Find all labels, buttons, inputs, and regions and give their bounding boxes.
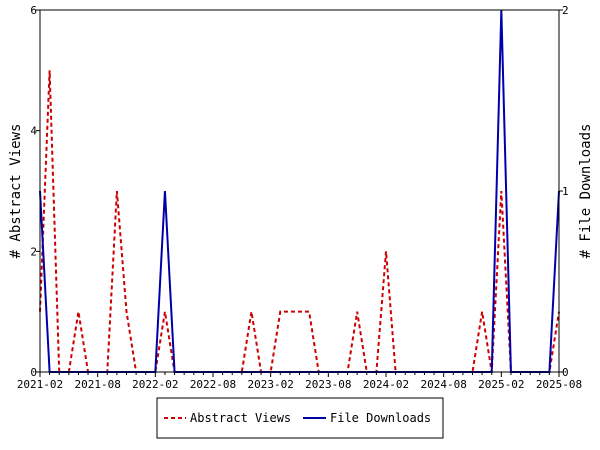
- y-right-tick-label: 1: [562, 185, 569, 198]
- x-tick-label: 2021-02: [17, 378, 63, 391]
- x-tick-label: 2021-08: [74, 378, 120, 391]
- x-tick-label: 2024-08: [420, 378, 466, 391]
- x-tick-label: 2022-02: [132, 378, 178, 391]
- y-right-axis: 0 1 2: [559, 4, 569, 379]
- x-tick-label: 2022-08: [190, 378, 236, 391]
- legend-box: [156, 397, 444, 439]
- y-left-tick-label: 2: [30, 245, 37, 258]
- y-right-axis-title: # File Downloads: [578, 124, 594, 259]
- x-tick-label: 2025-02: [478, 378, 524, 391]
- y-left-tick-label: 6: [30, 4, 37, 17]
- y-left-axis: 0 2 4 6: [30, 4, 40, 379]
- legend-label-file-downloads: File Downloads: [330, 411, 431, 425]
- x-tick-label: 2023-02: [247, 378, 293, 391]
- y-right-tick-label: 2: [562, 4, 569, 17]
- x-tick-label: 2025-08: [536, 378, 582, 391]
- y-right-tick-label: 0: [562, 366, 569, 379]
- series-line-abstract-views: [39, 70, 560, 373]
- x-axis: 2021-02 2021-08 2022-02 2022-08 2023-02 2023-…: [17, 372, 582, 391]
- y-left-tick-label: 0: [30, 366, 37, 379]
- y-left-axis-title: # Abstract Views: [8, 124, 24, 259]
- x-tick-label: 2023-08: [305, 378, 351, 391]
- legend-label-abstract-views: Abstract Views: [190, 411, 291, 425]
- y-left-tick-label: 4: [30, 125, 37, 138]
- legend: Abstract Views File Downloads: [156, 397, 444, 439]
- x-tick-label: 2024-02: [363, 378, 409, 391]
